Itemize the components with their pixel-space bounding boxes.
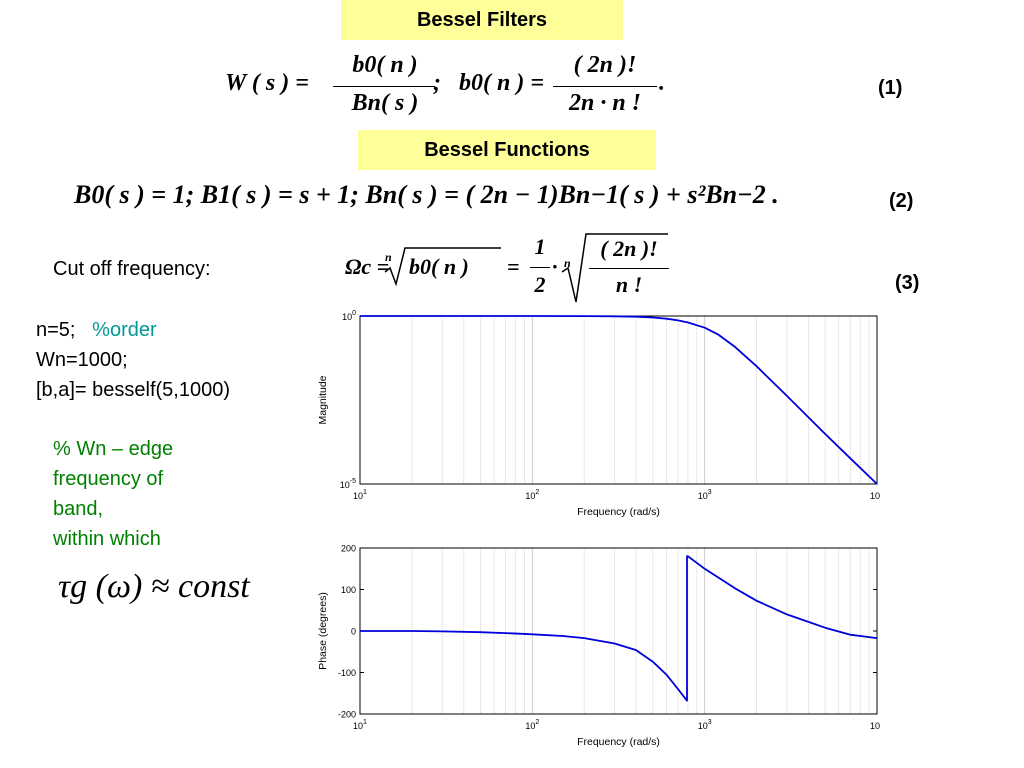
y-tick-label: 100 [342, 310, 356, 322]
y-axis-label: Magnitude [317, 375, 329, 424]
eq3-root-index-2: n [564, 256, 571, 270]
title-bessel-functions: Bessel Functions [358, 130, 656, 170]
x-axis-label: Frequency (rad/s) [577, 506, 660, 518]
eq3-root1: b0( n ) [409, 254, 469, 279]
eq-number-2: (2) [889, 190, 914, 212]
eq3-root2-num: ( 2n )! [600, 236, 658, 261]
comment-line-1: % Wn – edge [53, 438, 174, 460]
title-bessel-filters: Bessel Filters [341, 0, 623, 40]
eq1-lhs: W ( s ) = [225, 70, 309, 96]
comment-line-4: within which [53, 528, 161, 550]
eq1-den1: Bn( s ) [351, 90, 419, 116]
y-tick-label: 10-5 [340, 478, 356, 490]
equation-2: B0( s ) = 1; B1( s ) = s + 1; Bn( s ) = … [74, 180, 779, 209]
eq1-sep: ; b0( n ) = [433, 70, 544, 96]
x-tick-label: 101 [353, 719, 367, 731]
comment-line-3: band, [53, 498, 104, 520]
eq1-num2: ( 2n )! [573, 52, 637, 78]
eq1-num1: b0( n ) [352, 52, 418, 78]
eq1-frac-bar1 [333, 86, 435, 87]
series-line [360, 555, 878, 702]
y-axis-label: Phase (degrees) [317, 592, 329, 670]
eq3-frac-num: 1 [534, 234, 546, 259]
eq-number-1: (1) [878, 77, 903, 99]
x-tick-label: 104 [870, 719, 880, 731]
eq1-end: . [659, 70, 665, 96]
y-tick-label: -200 [338, 710, 356, 720]
equation-1: W ( s ) = b0( n ) Bn( s ) ; b0( n ) = ( … [225, 50, 665, 125]
eq3-lhs: Ωc = [345, 254, 390, 279]
comment-line-2: frequency of [53, 468, 164, 490]
y-tick-label: 100 [341, 585, 356, 595]
code-line-1: n=5; %order [36, 315, 157, 345]
magnitude-chart: 101 102 103 104 100 10-5 Frequency (rad/s) Magn… [317, 310, 880, 518]
y-tick-label: 0 [351, 627, 356, 637]
eq3-root-index-1: n [385, 250, 392, 264]
eq3-root-sign-1 [384, 247, 501, 286]
y-tick-label: -100 [338, 668, 356, 678]
eq3-dot: · [552, 254, 558, 279]
x-tick-label: 104 [870, 489, 880, 501]
equation-3: Ωc = n b0( n ) = 1 2 · n ( 2n )! n ! [345, 232, 675, 304]
eq1-den2: 2n · n ! [568, 90, 642, 116]
eq3-root2-bar [589, 268, 669, 269]
series-line [360, 315, 878, 485]
code-order-assign: n=5; [36, 319, 76, 341]
x-axis-label: Frequency (rad/s) [577, 736, 660, 748]
x-tick-label: 102 [525, 489, 539, 501]
x-tick-label: 102 [525, 719, 539, 731]
x-tick-label: 101 [353, 489, 367, 501]
plot-frame [359, 315, 878, 485]
group-delay-expression: τg (ω) ≈ const [58, 568, 250, 605]
eq3-eq: = [507, 254, 520, 279]
eq1-frac-bar2 [553, 86, 657, 87]
code-order-comment: %order [92, 319, 157, 341]
eq3-frac-den: 2 [534, 272, 546, 297]
eq3-root2-den: n ! [615, 272, 643, 297]
eq-number-3: (3) [895, 272, 920, 294]
eq3-root-sign-2 [561, 233, 668, 303]
x-tick-label: 103 [698, 489, 712, 501]
y-tick-label: 200 [341, 544, 356, 554]
x-tick-label: 103 [698, 719, 712, 731]
cutoff-label: Cut off frequency: [53, 258, 211, 280]
code-line-2: Wn=1000; [36, 349, 128, 371]
eq3-frac-bar [530, 267, 550, 268]
phase-chart: 101 102 103 104 200 100 0 -100 -200 Frequency (ra… [317, 544, 880, 749]
code-line-3: [b,a]= besself(5,1000) [36, 379, 231, 401]
